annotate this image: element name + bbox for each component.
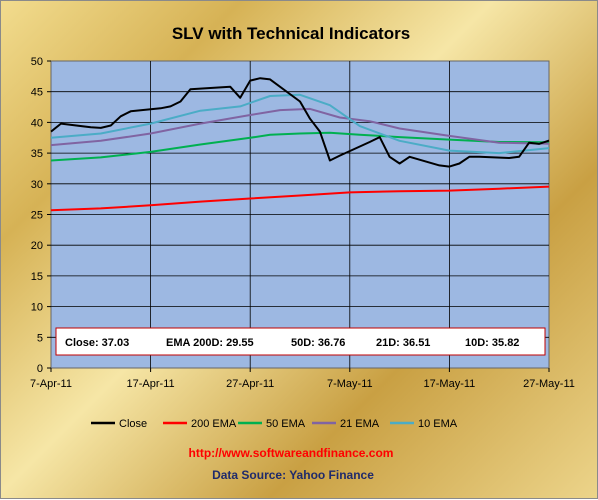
- legend-label-10-ema: 10 EMA: [418, 418, 458, 430]
- stat-ema200: EMA 200D: 29.55: [166, 337, 254, 349]
- series-line-10-ema: [50, 93, 550, 155]
- y-tick-label: 15: [31, 271, 43, 283]
- series-line-close: [50, 77, 550, 168]
- series-group: [50, 77, 550, 212]
- footer-url: http://www.softwareandfinance.com: [189, 446, 394, 460]
- y-tick-label: 50: [31, 56, 43, 68]
- x-tick-label: 17-Apr-11: [127, 378, 175, 390]
- x-tick-label: 27-May-11: [523, 378, 575, 390]
- series-line-50-ema: [50, 131, 550, 162]
- stats-box: Close: 37.03 EMA 200D: 29.55 50D: 36.76 …: [55, 327, 546, 356]
- stat-ema10: 10D: 35.82: [465, 337, 519, 349]
- y-tick-label: 30: [31, 179, 43, 191]
- x-tick-label: 17-May-11: [424, 378, 476, 390]
- stat-ema21: 21D: 36.51: [376, 337, 430, 349]
- legend-label-200-ema: 200 EMA: [191, 418, 237, 430]
- stat-close: Close: 37.03: [65, 337, 129, 349]
- legend-label-50-ema: 50 EMA: [266, 418, 306, 430]
- x-axis: 7-Apr-11 17-Apr-11 27-Apr-11 7-May-11 17-May…: [30, 368, 575, 390]
- y-tick-label: 45: [31, 87, 43, 99]
- stat-ema50: 50D: 36.76: [291, 337, 345, 349]
- y-tick-label: 25: [31, 210, 43, 222]
- y-tick-label: 40: [31, 117, 43, 129]
- y-tick-label: 5: [37, 332, 43, 344]
- series-line-21-ema: [50, 107, 550, 147]
- x-tick-label: 7-May-11: [327, 378, 373, 390]
- y-axis: 0 5 10 15 20 25 30 35 40 45 50: [31, 56, 51, 375]
- stats-box-frame: [55, 327, 546, 356]
- legend: Close 200 EMA 50 EMA 21 EMA 10 EMA: [91, 418, 458, 430]
- x-tick-label: 27-Apr-11: [226, 378, 274, 390]
- legend-label-close: Close: [119, 418, 147, 430]
- footer-source: Data Source: Yahoo Finance: [212, 468, 374, 482]
- y-tick-label: 35: [31, 148, 43, 160]
- y-tick-label: 20: [31, 240, 43, 252]
- y-tick-label: 10: [31, 302, 43, 314]
- chart-title: SLV with Technical Indicators: [172, 24, 410, 43]
- x-tick-label: 7-Apr-11: [30, 378, 72, 390]
- y-tick-label: 0: [37, 363, 43, 375]
- legend-label-21-ema: 21 EMA: [340, 418, 380, 430]
- series-line-200-ema: [50, 185, 550, 212]
